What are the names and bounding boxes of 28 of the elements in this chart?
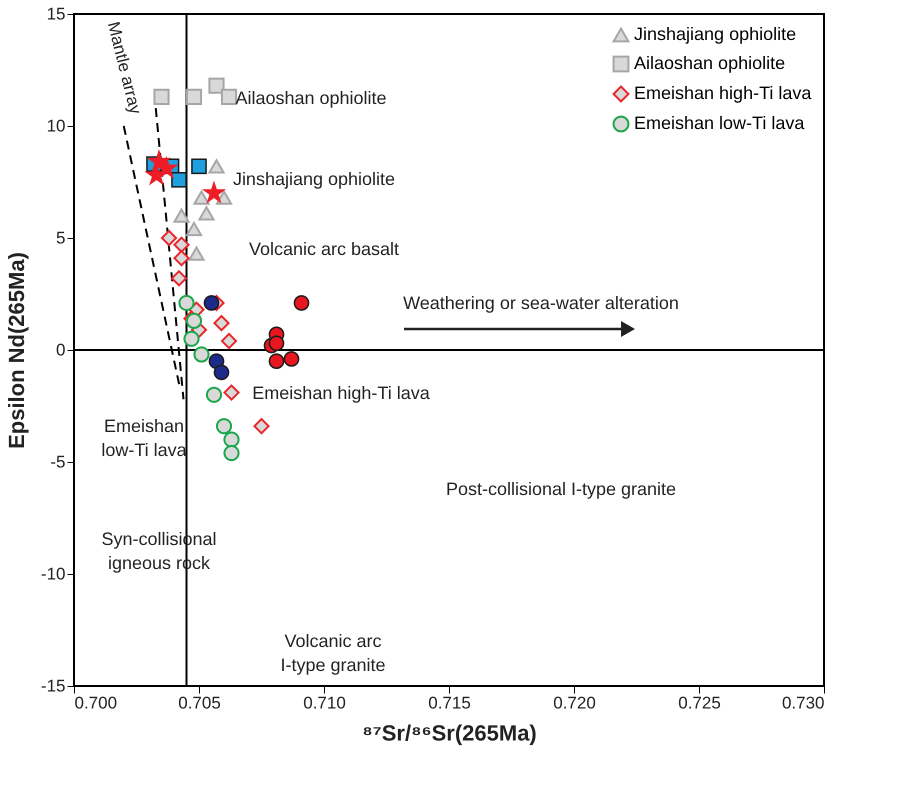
x-axis-title: ⁸⁷Sr/⁸⁶Sr(265Ma) — [362, 720, 537, 746]
y-tick-label: -10 — [40, 564, 66, 584]
y-axis-title: Epsilon Nd(265Ma) — [4, 252, 29, 449]
legend-label: Emeishan high-Ti lava — [634, 83, 812, 103]
x-tick-label: 0.720 — [553, 694, 596, 712]
annotation: Weathering or sea-water alteration — [403, 293, 679, 313]
annotation: Post-collisional I-type granite — [446, 479, 676, 499]
x-tick-label: 0.715 — [428, 694, 471, 712]
x-tick-label: 0.730 — [782, 694, 824, 712]
annotation: Ailaoshan ophiolite — [235, 88, 387, 108]
y-tick-label: 10 — [46, 116, 66, 136]
annotation: Emeishan high-Ti lava — [252, 383, 431, 403]
x-tick-label: 0.705 — [178, 694, 221, 712]
legend-label: Jinshajiang ophiolite — [634, 24, 796, 44]
x-tick-label: 0.725 — [678, 694, 721, 712]
y-tick-label: 0 — [56, 340, 66, 360]
y-tick-label: 5 — [56, 228, 66, 248]
legend-label: Emeishan low-Ti lava — [634, 113, 806, 133]
text: Mantle array — [104, 20, 146, 116]
y-tick-label: -5 — [50, 452, 66, 472]
y-tick-label: 15 — [46, 4, 66, 24]
x-tick-label: 0.700 — [74, 694, 118, 712]
y-tick-label: -15 — [40, 676, 66, 696]
annotation: Jinshajiang ophiolite — [232, 169, 396, 189]
annotation: Volcanic arc I-type granite — [280, 631, 386, 675]
x-tick-label: 0.710 — [303, 694, 346, 712]
legend-label: Ailaoshan ophiolite — [634, 53, 786, 73]
annotation: Volcanic arc basalt — [248, 239, 400, 259]
